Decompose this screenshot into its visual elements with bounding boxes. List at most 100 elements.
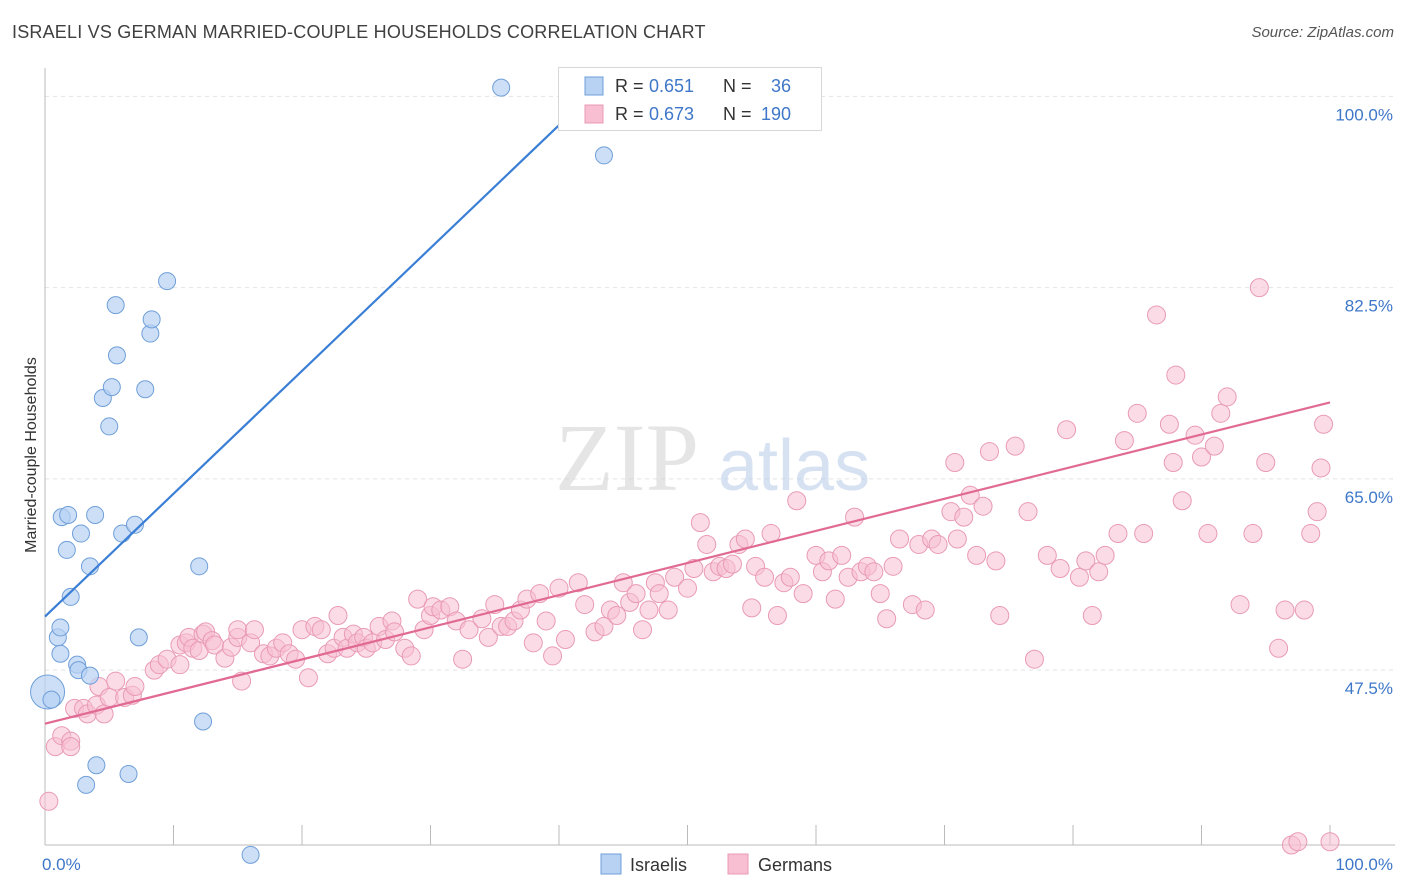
israeli-point — [87, 756, 106, 775]
israeli-point — [158, 272, 177, 291]
german-point — [877, 609, 897, 629]
german-point — [1288, 832, 1308, 852]
german-point — [459, 620, 479, 640]
german-point — [1114, 431, 1134, 451]
german-point — [639, 600, 659, 620]
german-point — [954, 507, 974, 527]
german-trendline — [44, 401, 1331, 725]
german-point — [780, 567, 800, 587]
israeli-point — [86, 505, 105, 524]
german-point — [1249, 278, 1269, 298]
german-point — [311, 620, 331, 640]
watermark: ZIP atlas — [555, 404, 870, 511]
german-point — [626, 584, 646, 604]
german-n-label: N = — [723, 104, 752, 124]
german-point — [61, 737, 81, 757]
german-point — [890, 529, 910, 549]
german-point — [649, 584, 669, 604]
german-point — [1301, 524, 1321, 544]
german-point — [1024, 649, 1044, 669]
german-point — [478, 627, 498, 647]
german-n-value: 190 — [761, 104, 791, 124]
german-point — [298, 668, 318, 688]
german-point — [1159, 414, 1179, 434]
german-point — [1163, 453, 1183, 472]
german-points — [39, 278, 1340, 855]
german-point — [722, 554, 742, 574]
german-point — [690, 513, 710, 533]
israeli-points — [30, 77, 613, 864]
german-point — [947, 529, 967, 549]
german-point — [607, 606, 627, 625]
german-point — [568, 573, 588, 593]
israeli-point — [77, 775, 96, 794]
israeli-point — [129, 628, 148, 647]
german-point — [1314, 414, 1334, 434]
israeli-point — [125, 515, 144, 534]
x-tick-label: 100.0% — [1335, 855, 1393, 874]
israeli-n-label: N = — [723, 76, 752, 96]
german-point — [125, 677, 145, 697]
german-point — [39, 791, 59, 811]
german-point — [543, 646, 563, 666]
german-point — [665, 567, 685, 587]
german-point — [170, 655, 190, 675]
israeli-point — [51, 618, 70, 637]
german-point — [915, 600, 935, 620]
israeli-point — [594, 146, 613, 165]
german-point — [1166, 365, 1186, 385]
german-point — [1256, 453, 1276, 472]
israeli-point — [190, 557, 209, 576]
german-point — [1211, 403, 1231, 423]
israeli-point — [241, 845, 260, 864]
german-r-label: R = — [615, 104, 644, 124]
israeli-point — [61, 587, 80, 606]
y-axis-label: Married-couple Households — [23, 357, 40, 553]
german-point — [979, 442, 999, 462]
german-point — [1198, 524, 1218, 544]
german-point — [1217, 387, 1237, 407]
german-point — [1069, 567, 1089, 587]
y-tick-label: 82.5% — [1345, 297, 1393, 316]
german-point — [1243, 524, 1263, 544]
german-point — [1275, 600, 1295, 620]
german-point — [742, 598, 762, 618]
israeli-point — [51, 644, 70, 663]
german-point — [1108, 524, 1128, 544]
israeli-point — [194, 712, 213, 731]
german-point — [1076, 551, 1096, 571]
german-point — [787, 491, 807, 511]
german-point — [1320, 832, 1340, 852]
german-point — [658, 600, 678, 620]
israeli-point — [42, 690, 61, 709]
german-point — [1307, 502, 1327, 522]
german-point — [1018, 502, 1038, 522]
german-point — [735, 529, 755, 549]
german-point — [1050, 559, 1070, 579]
y-tick-label: 100.0% — [1335, 105, 1393, 124]
israeli-point — [57, 540, 76, 559]
german-point — [1204, 436, 1224, 456]
germans-legend-swatch — [727, 853, 749, 875]
tick-labels: 47.5% 65.0% 82.5% 100.0% 0.0% 100.0% — [42, 105, 1393, 874]
german-swatch — [584, 104, 604, 124]
german-point — [1192, 447, 1211, 467]
german-point — [870, 584, 890, 604]
source-label: Source: ZipAtlas.com — [1251, 24, 1394, 41]
israeli-point — [142, 310, 161, 329]
german-point — [832, 545, 852, 565]
german-point — [1057, 420, 1077, 440]
german-point — [973, 496, 993, 516]
german-point — [967, 545, 987, 565]
y-tick-label: 47.5% — [1345, 679, 1393, 698]
israelis-legend-swatch — [600, 853, 622, 875]
german-point — [549, 578, 569, 598]
x-tick-label: 0.0% — [42, 855, 81, 874]
y-tick-label: 65.0% — [1345, 488, 1393, 507]
german-point — [684, 559, 704, 579]
german-point — [1089, 562, 1109, 582]
german-point — [453, 649, 473, 669]
german-point — [986, 551, 1006, 571]
german-point — [328, 606, 348, 625]
